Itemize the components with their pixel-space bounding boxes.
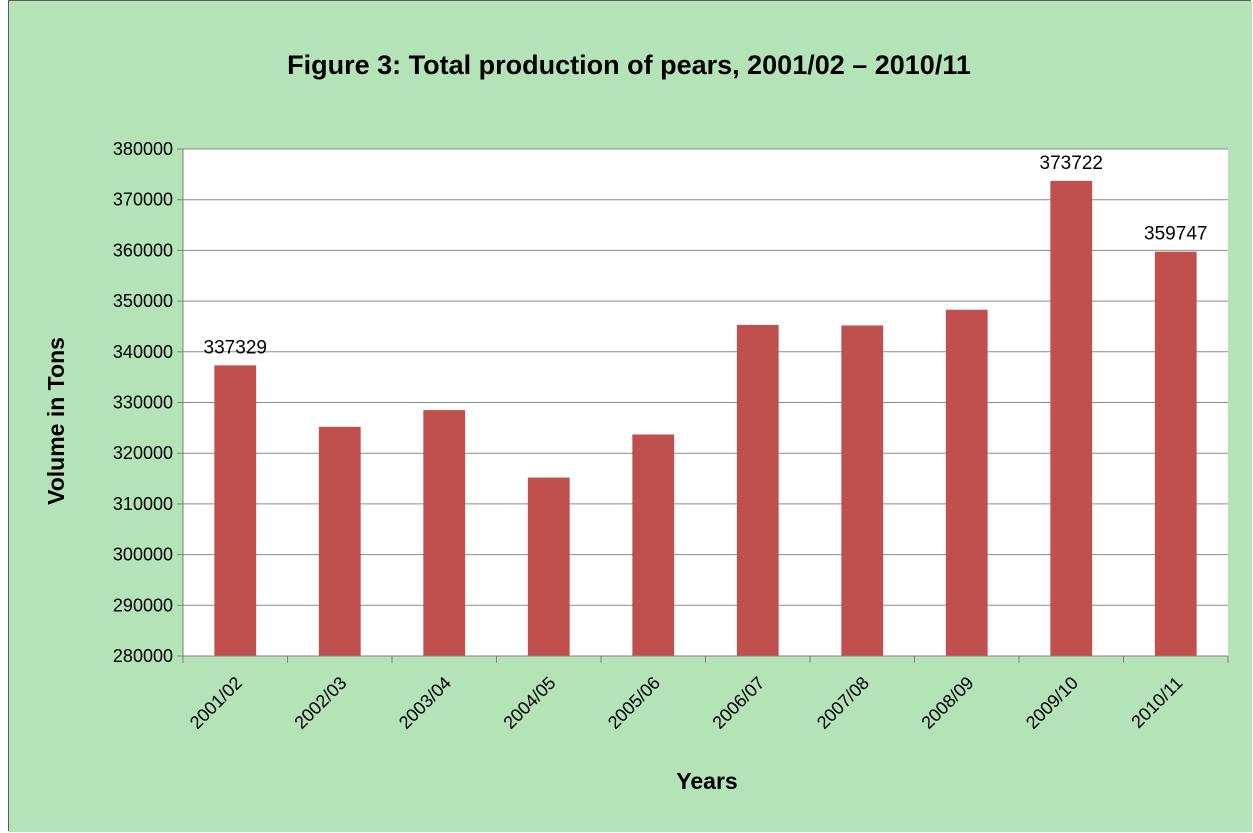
bar: [318, 426, 361, 656]
y-tick-label: 300000: [113, 545, 173, 565]
y-tick-label: 310000: [113, 494, 173, 514]
chart-canvas: Figure 3: Total production of pears, 200…: [9, 1, 1252, 832]
bar: [423, 410, 466, 656]
chart-frame: Figure 3: Total production of pears, 200…: [8, 0, 1252, 832]
bar: [841, 325, 884, 656]
axes: [177, 148, 1229, 663]
y-tick-label: 380000: [113, 139, 173, 159]
bar: [1154, 251, 1197, 656]
y-tick-label: 360000: [113, 240, 173, 260]
y-tick-label: 290000: [113, 595, 173, 615]
bar: [736, 324, 779, 656]
y-tick-label: 370000: [113, 190, 173, 210]
y-tick-label: 350000: [113, 291, 173, 311]
bar: [945, 309, 988, 656]
bar: [214, 365, 257, 656]
data-label: 359747: [1144, 224, 1207, 245]
bars: [214, 180, 1197, 656]
data-labels: 337329 373722 359747: [204, 153, 1208, 359]
y-tick-label: 330000: [113, 393, 173, 413]
bar: [632, 434, 675, 656]
bar: [1050, 180, 1093, 656]
bar: [527, 477, 570, 656]
data-label: 337329: [204, 337, 267, 358]
y-tick-labels: 280000 290000 300000 310000 320000 330000 3400…: [113, 139, 173, 666]
y-tick-label: 340000: [113, 342, 173, 362]
y-tick-label: 320000: [113, 443, 173, 463]
data-label: 373722: [1040, 153, 1103, 174]
y-tick-label: 280000: [113, 646, 173, 666]
chart-title: Figure 3: Total production of pears, 200…: [287, 50, 971, 80]
y-axis-title: Volume in Tons: [43, 337, 69, 505]
x-axis-title: Years: [676, 768, 737, 794]
